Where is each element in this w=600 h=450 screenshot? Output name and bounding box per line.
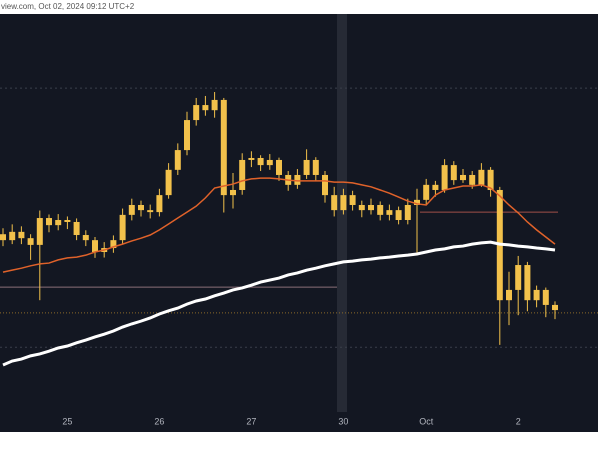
candle-body [368,204,374,211]
candle-body [0,234,6,241]
candle-body [184,120,190,151]
candle-body [450,165,457,181]
candle-body [82,235,89,241]
x-tick-label: Oct [419,416,434,426]
candle-body [266,159,273,166]
candle-body [478,169,485,185]
header: view.com, Oct 02, 2024 09:12 UTC+2 [1,2,135,11]
candle-body [322,174,328,196]
candle-body [377,204,384,215]
candle-body [230,189,236,196]
candle-body [432,184,439,190]
candle-body [423,184,430,200]
candle-body [174,150,181,170]
candle-body [36,218,43,245]
candle-body [404,204,411,221]
x-tick-label: 30 [338,416,348,426]
candle-body [138,204,144,211]
candle-body [27,238,34,245]
candle-body [340,195,347,211]
candle-body [248,157,255,160]
candle-body [9,231,16,241]
candle-body [73,221,80,236]
candle-body [331,195,338,211]
candle-body [202,105,209,111]
candle-body [386,210,393,215]
candle-body [542,289,549,305]
candle-body [312,159,319,175]
moving-average [2,240,556,367]
candle-body [487,169,494,190]
candle-body [460,174,466,181]
candle-body [395,210,402,221]
candle-body [276,159,282,175]
candle-body [193,105,200,121]
candle-body [147,210,154,213]
x-tick-label: 26 [154,416,164,426]
candle-body [110,240,117,249]
candle-body [349,195,356,205]
candle-body [294,174,301,185]
candle-body [441,165,448,190]
candle-body [414,199,420,205]
candle-body [358,204,365,211]
candle-body [64,220,71,222]
candle-body [165,169,172,196]
candle-body [55,220,62,226]
candle-body [18,231,25,239]
candle-body [515,265,522,290]
moving-average [2,177,556,273]
candle-body [92,240,98,252]
candle-body [128,204,135,215]
candle-body [156,195,163,213]
candle-body [46,218,52,226]
x-tick-label: 2 [516,416,521,426]
x-tick-label: 27 [246,416,256,426]
session-band [337,14,347,412]
candle-body [257,157,264,166]
candle-body [239,159,246,190]
candle-body [524,265,531,301]
x-tick-label: 25 [62,416,72,426]
candle-body [533,289,540,301]
candle-body [211,99,218,111]
candle-body [303,159,310,175]
candle-body [506,289,512,301]
plot-bg [0,14,598,432]
candle-body [119,214,126,241]
candle-body [552,304,558,311]
candle-body [220,99,227,196]
candle-body [469,174,476,185]
